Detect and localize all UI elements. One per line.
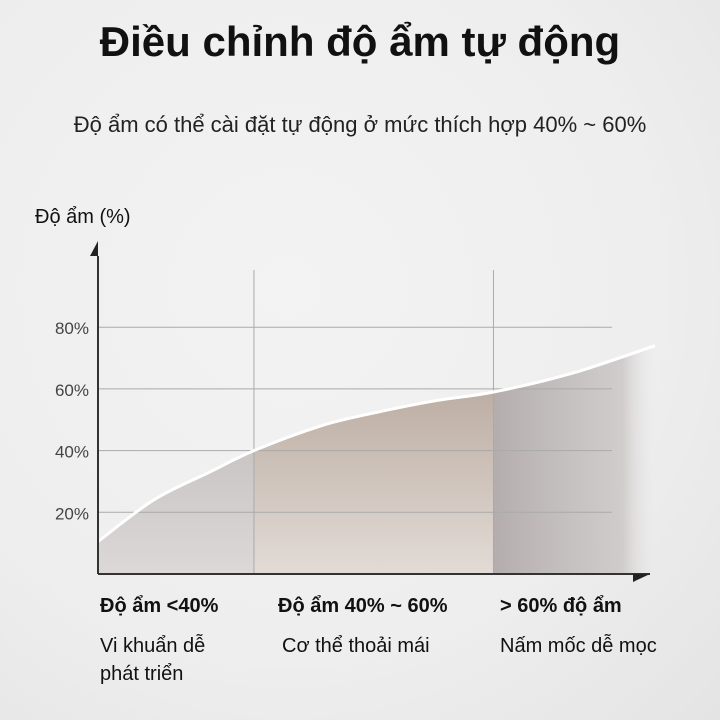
region-area bbox=[253, 345, 494, 574]
y-tick-label: 80% bbox=[55, 319, 89, 338]
page-subtitle: Độ ẩm có thể cài đặt tự động ở mức thích… bbox=[73, 112, 647, 137]
region-label: Độ ẩm 40% ~ 60% Cơ thể thoải mái bbox=[278, 595, 448, 660]
page-title: Điều chỉnh độ ẩm tự động bbox=[99, 18, 621, 65]
region-description: Nấm mốc dễ mọc bbox=[500, 635, 657, 657]
x-axis-arrow bbox=[633, 574, 650, 582]
region-description: Vi khuẩn dễ phát triển bbox=[100, 635, 206, 685]
y-tick-label: 20% bbox=[55, 504, 89, 523]
y-tick-label: 60% bbox=[55, 381, 89, 400]
region-description: Cơ thể thoải mái bbox=[282, 635, 430, 657]
region-title: Độ ẩm <40% bbox=[100, 595, 219, 617]
region-area bbox=[98, 345, 254, 574]
region-label: > 60% độ ẩm Nấm mốc dễ mọc bbox=[500, 595, 657, 660]
y-tick-label: 40% bbox=[55, 443, 89, 462]
region-label: Độ ẩm <40% Vi khuẩn dễ phát triển bbox=[100, 595, 240, 688]
region-title: Độ ẩm 40% ~ 60% bbox=[278, 595, 448, 617]
y-axis-arrow bbox=[90, 241, 98, 256]
region-area bbox=[493, 345, 655, 574]
y-axis-label: Độ ẩm (%) bbox=[35, 206, 131, 228]
region-title: > 60% độ ẩm bbox=[500, 595, 622, 617]
humidity-curve bbox=[97, 344, 656, 543]
